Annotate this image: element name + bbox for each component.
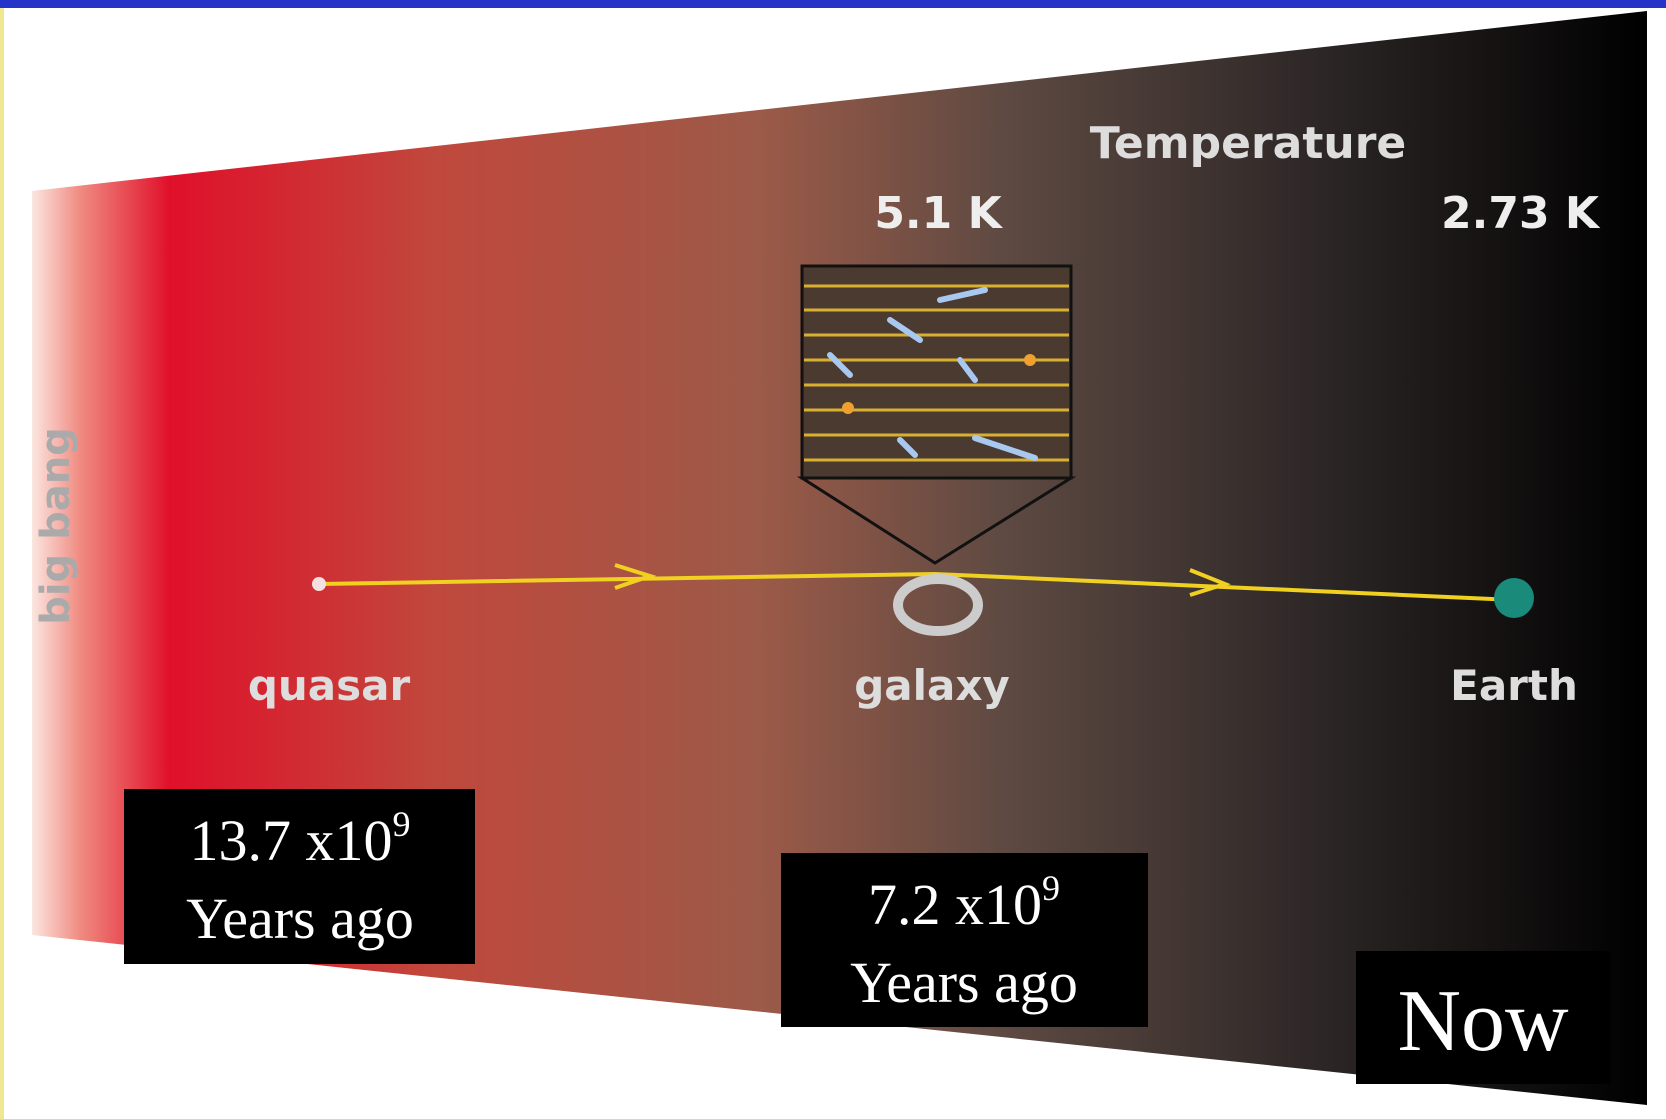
temperature-value: 2.73 K — [1441, 188, 1601, 239]
time-unit: Years ago — [850, 950, 1078, 1015]
object-label: quasar — [248, 661, 411, 710]
temperature-value: 5.1 K — [874, 188, 1003, 239]
galaxy-icon — [893, 574, 983, 636]
time-box — [781, 853, 1148, 1027]
light-path — [318, 563, 1515, 602]
time-value: 13.7 x109 — [190, 804, 411, 873]
left-border — [0, 8, 4, 1119]
top-border — [0, 0, 1666, 8]
object-label: galaxy — [854, 661, 1010, 710]
time-exponent: 9 — [393, 804, 411, 844]
big-bang-label: big bang — [33, 427, 79, 625]
time-value: 7.2 x109 — [868, 868, 1060, 937]
object-label: Earth — [1450, 661, 1578, 710]
time-exponent: 9 — [1042, 868, 1060, 908]
time-unit: Years ago — [186, 886, 414, 951]
quasar-icon — [312, 577, 326, 591]
temperature-title: Temperature — [1090, 118, 1407, 169]
earth-icon — [1494, 578, 1534, 618]
now-label: Now — [1397, 973, 1569, 1070]
time-box — [124, 789, 475, 964]
time-base: 7.2 x10 — [868, 872, 1042, 937]
inset — [796, 264, 1077, 565]
time-box — [1356, 951, 1611, 1084]
time-base: 13.7 x10 — [190, 808, 393, 873]
